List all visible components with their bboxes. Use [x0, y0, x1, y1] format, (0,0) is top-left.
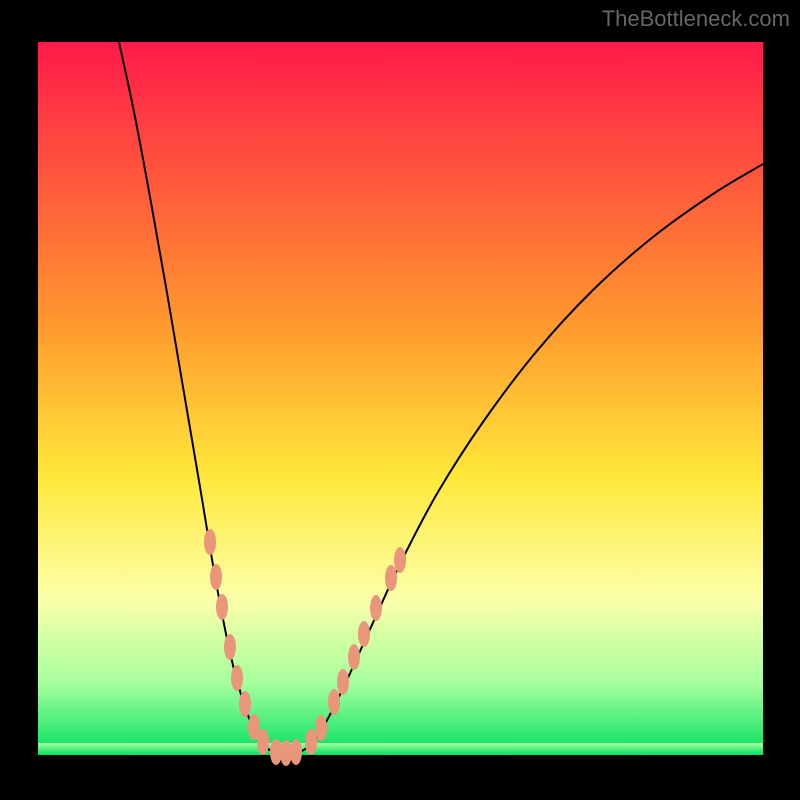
watermark-label: TheBottleneck.com	[602, 6, 790, 32]
data-marker	[231, 665, 243, 691]
plot-area	[38, 42, 763, 755]
curve-left-branch	[119, 42, 276, 753]
curve-layer	[38, 42, 763, 755]
data-marker	[204, 529, 216, 555]
data-marker	[290, 739, 302, 765]
data-markers-group	[204, 529, 406, 766]
data-marker	[210, 564, 222, 590]
data-marker	[348, 644, 360, 670]
data-marker	[337, 669, 349, 695]
data-marker	[358, 621, 370, 647]
data-marker	[239, 691, 251, 717]
data-marker	[305, 729, 317, 755]
data-marker	[385, 565, 397, 591]
data-marker	[315, 715, 327, 741]
data-marker	[224, 634, 236, 660]
chart-root: TheBottleneck.com	[0, 0, 800, 800]
data-marker	[257, 729, 269, 755]
curve-right-branch	[298, 164, 763, 753]
data-marker	[216, 594, 228, 620]
data-marker	[394, 547, 406, 573]
data-marker	[370, 595, 382, 621]
data-marker	[328, 689, 340, 715]
